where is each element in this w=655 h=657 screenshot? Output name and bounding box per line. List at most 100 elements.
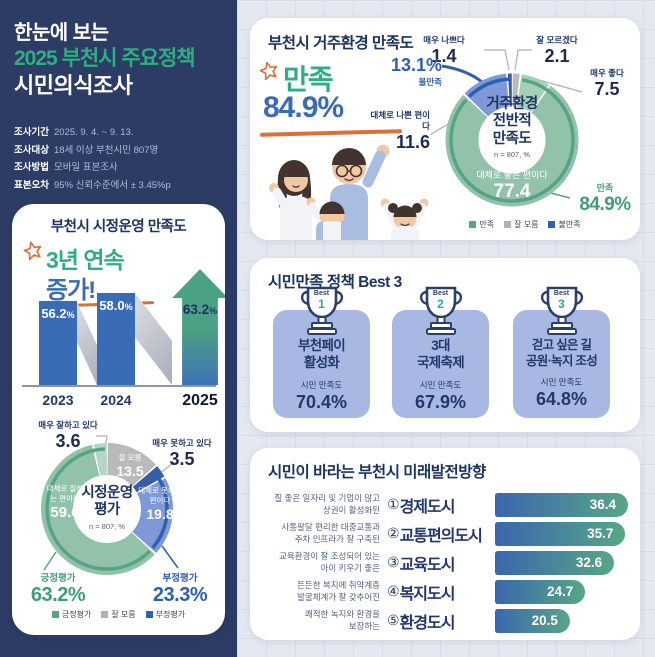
total-negative: 부정평가 23.3% (152, 573, 208, 606)
h-bar: 32.6 (495, 550, 615, 575)
segment-label-positive: 대체로 잘하는 편이다 59.6 (46, 484, 84, 521)
best-policies-card: 시민만족 정책 Best 3 Best 1 부천페이 활성화 시민 만족도 70.… (250, 258, 640, 432)
card-title: 시민만족 정책 Best 3 (268, 274, 402, 291)
policy-value: 64.8% (535, 389, 588, 410)
h-bar: 24.7 (495, 579, 586, 604)
policy-value: 70.4% (295, 391, 348, 412)
bar-value: 20.5 (531, 613, 558, 628)
table-row: 사통팔달 편리한 대중교통과 주차 인프라가 잘 구축된 ② 교통편의도시 35.7 (260, 521, 628, 546)
h-bar: 35.7 (495, 521, 626, 546)
x-axis (22, 385, 216, 387)
survey-info: 조사기간 2025. 9. 4. ~ 9. 13. 조사대상 18세 이상 부천시민… (14, 124, 171, 194)
callout-somewhat-bad: 대체로 나쁜 편이다 11.6 (370, 110, 430, 153)
trophy: Best 2 (417, 284, 465, 336)
legend-swatch (548, 221, 556, 228)
policy-metric-label: 시민 만족도 (540, 377, 583, 388)
table-row: 교육환경이 잘 조성되어 있는 아이 키우기 좋은 ③ 교육도시 32.6 (260, 550, 628, 575)
donut-center-label: 거주환경 전반적 만족도 n = 807, % (486, 96, 538, 160)
headline-label: 만족 (283, 64, 334, 95)
admin-satisfaction-card: 부천시 시정운영 만족도 3년 연속 증가! 56.2% 58.0% 63.2%… (12, 204, 225, 635)
legend-item: 불만족 (548, 219, 581, 230)
segment-label-good: 대체로 좋은 편이다 77.4 (476, 170, 548, 202)
callout-very-good: 매우 잘하고 있다 3.6 (38, 420, 98, 451)
best-policy-1: Best 1 부천페이 활성화 시민 만족도 70.4% (273, 286, 370, 418)
trophy: Best 1 (298, 284, 346, 336)
legend-swatch (51, 611, 59, 618)
survey-info-row: 조사대상 18세 이상 부천시민 807명 (14, 142, 171, 156)
legend-swatch (504, 221, 512, 228)
bar-track: 35.7 (495, 521, 628, 546)
bar-value: 24.7 (546, 584, 574, 599)
residence-satisfaction-card: 부천시 거주환경 만족도 만족 84.9% (250, 18, 640, 240)
trophy-badge-label: Best (313, 290, 330, 297)
trophy-icon (540, 286, 583, 335)
legend-swatch (469, 221, 477, 228)
trophy: Best 3 (538, 284, 586, 336)
future-direction-rows: 질 좋은 일자리 및 기업이 많고 상권이 활성화된 ① 경제도시 36.4 사통팔… (260, 492, 628, 637)
trophy-rank: 1 (318, 297, 325, 311)
survey-info-label: 조사대상 (14, 144, 49, 156)
bar-value: 58.0% (99, 298, 133, 313)
best-policy-3: Best 3 걷고 싶은 길 공원·녹지 조성 시민 만족도 64.8% (513, 286, 610, 418)
bar-2024: 58.0% (97, 293, 135, 385)
donut-center-label: 시정운영 평가 n = 807, % (81, 485, 133, 531)
row-label: ④ 복지도시 (387, 583, 455, 603)
bar-value: 35.7 (587, 526, 614, 541)
row-label: ① 경제도시 (387, 496, 455, 516)
survey-info-row: 조사방법 모바일 표본조사 (14, 159, 171, 173)
highlight-text: 3년 연속 (46, 247, 125, 273)
bar-value: 36.4 (589, 497, 616, 512)
policy-value: 67.9% (414, 391, 467, 412)
table-row: 쾌적한 녹지와 환경을 보장하는 ⑤ 환경도시 20.5 (260, 608, 628, 633)
highlight-text: 증가! (46, 277, 96, 304)
legend: 만족 잘 모름 불만족 (420, 219, 630, 230)
policy-name: 부천페이 활성화 (298, 338, 346, 370)
policy-metric-label: 시민 만족도 (419, 379, 462, 390)
bar-value: 56.2% (41, 306, 75, 322)
row-label: ⑤ 환경도시 (387, 612, 455, 632)
h-bar: 36.4 (495, 492, 628, 517)
survey-info-label: 조사방법 (14, 162, 49, 173)
survey-info-label: 표본오차 (14, 179, 49, 191)
total-positive: 긍정평가 63.2% (30, 573, 86, 606)
segment-label-negative: 대체로 못하는 편이다 19.8 (138, 486, 182, 522)
trophy-badge-label: Best (553, 290, 570, 297)
survey-info-value: 모바일 표본조사 (53, 162, 118, 173)
bar-track: 32.6 (495, 550, 628, 575)
legend-swatch (101, 611, 109, 618)
row-description: 교육환경이 잘 조성되어 있는 아이 키우기 좋은 (279, 551, 380, 573)
callout-very-bad: 매우 나쁘다 1.4 (423, 35, 465, 66)
family-illustration (269, 144, 429, 240)
satisfied-total: 만족 84.9% (579, 183, 631, 215)
row-description: 질 좋은 일자리 및 기업이 많고 상권이 활성화된 (274, 493, 380, 515)
legend-item: 잘 모름 (504, 219, 538, 230)
policy-name: 걷고 싶은 길 공원·녹지 조성 (525, 338, 598, 368)
legend-item: 만족 (469, 219, 494, 230)
bar-2025-arrow: 63.2% (172, 269, 225, 385)
table-row: 질 좋은 일자리 및 기업이 많고 상권이 활성화된 ① 경제도시 36.4 (260, 492, 628, 517)
legend-item: 잘 모름 (101, 609, 136, 620)
callout-unknown: 잘 모르겠다 2.1 (536, 35, 578, 66)
bar-track: 36.4 (495, 492, 628, 517)
bar-track: 20.5 (495, 608, 628, 633)
row-label: ② 교통편의도시 (387, 525, 483, 545)
card-title: 시민이 바라는 부천시 미래발전방향 (268, 464, 486, 481)
trophy-rank: 2 (437, 297, 444, 311)
x-label: 2024 (100, 392, 132, 408)
bar-2023: 56.2% (39, 301, 77, 385)
trophy-icon (300, 286, 343, 335)
bar-track: 24.7 (495, 579, 628, 604)
survey-info-row: 표본오차 95% 신뢰수준에서 ± 3.45%p (14, 177, 171, 191)
h-bar: 20.5 (495, 608, 570, 633)
row-description: 든든한 복지에 취약계층 발굴체계가 잘 갖추어진 (297, 580, 380, 602)
future-direction-card: 시민이 바라는 부천시 미래발전방향 질 좋은 일자리 및 기업이 많고 상권이 … (250, 448, 640, 640)
survey-info-value: 2025. 9. 4. ~ 9. 13. (53, 127, 134, 138)
star-icon (259, 61, 278, 81)
card-title: 부천시 시정운영 만족도 (50, 219, 187, 235)
survey-info-value: 95% 신뢰수준에서 ± 3.45%p (53, 179, 171, 191)
callout-very-good: 매우 좋다 7.5 (590, 68, 624, 99)
bar-value: 63.2% (182, 302, 218, 318)
header-title: 2025 부천시 주요정책 (14, 47, 196, 70)
trophy-icon (419, 286, 462, 335)
